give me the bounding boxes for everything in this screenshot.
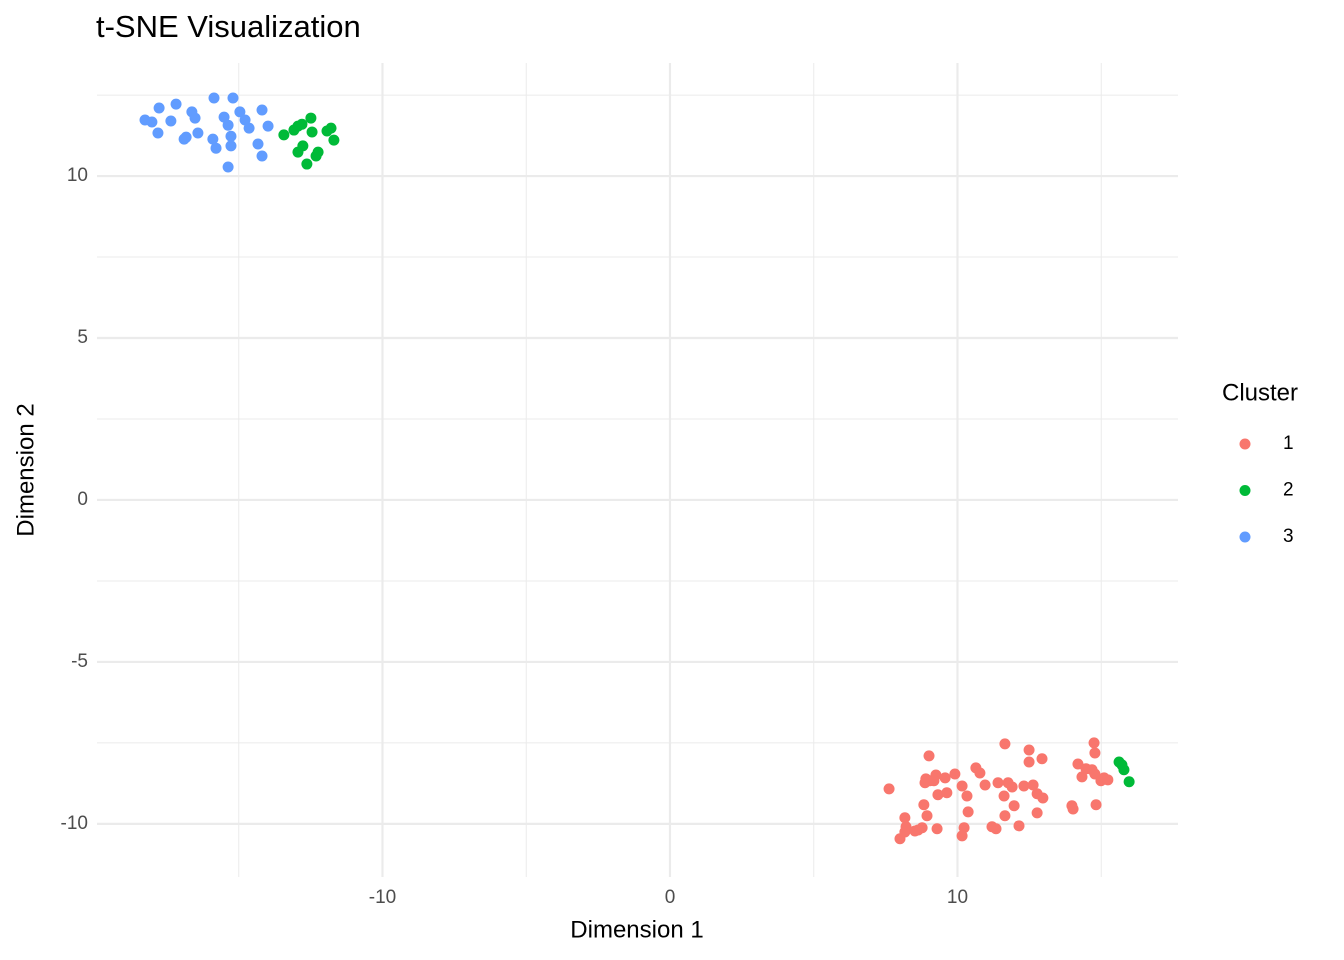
point	[992, 777, 1004, 789]
point	[278, 129, 290, 141]
point	[256, 104, 268, 116]
point	[1006, 781, 1018, 793]
y-tick-label: 0	[77, 489, 88, 510]
point	[974, 767, 986, 779]
point	[961, 790, 973, 802]
point	[931, 823, 943, 835]
y-tick-label: -5	[71, 651, 88, 672]
y-axis-title: Dimension 2	[12, 403, 39, 536]
y-tick-label: 10	[67, 165, 88, 186]
point	[306, 126, 318, 138]
point	[165, 115, 177, 127]
point	[962, 806, 974, 818]
point	[1036, 753, 1048, 765]
point	[1102, 774, 1114, 786]
point	[1023, 744, 1035, 756]
point	[243, 122, 255, 134]
point	[1013, 820, 1025, 832]
point	[921, 810, 933, 822]
point	[146, 116, 158, 128]
chart-title: t-SNE Visualization	[96, 9, 361, 44]
point	[1027, 779, 1039, 791]
point	[170, 98, 182, 110]
point	[210, 142, 222, 154]
point	[1088, 737, 1100, 749]
point	[207, 133, 219, 145]
point	[297, 140, 309, 152]
point	[305, 112, 317, 124]
point	[923, 750, 935, 762]
point	[1090, 799, 1102, 811]
y-tick-label: 5	[77, 327, 88, 348]
point	[189, 112, 201, 124]
point	[1123, 776, 1135, 788]
point	[1031, 807, 1043, 819]
point	[153, 102, 165, 114]
point	[225, 140, 237, 152]
point	[252, 138, 264, 150]
point	[956, 830, 968, 842]
point	[918, 799, 930, 811]
point	[222, 161, 234, 173]
x-axis-title: Dimension 1	[570, 916, 703, 943]
point	[916, 822, 928, 834]
point	[941, 787, 953, 799]
legend-label: 3	[1283, 526, 1294, 547]
point	[312, 146, 324, 158]
point	[979, 779, 991, 791]
point	[1089, 747, 1101, 759]
point	[192, 127, 204, 139]
point	[1118, 764, 1130, 776]
legend-marker	[1239, 438, 1251, 450]
legend-title: Cluster	[1222, 379, 1298, 406]
point	[208, 92, 220, 104]
point	[899, 826, 911, 838]
x-tick-label: 10	[947, 887, 968, 908]
legend-label: 2	[1283, 480, 1294, 501]
point	[301, 158, 313, 170]
legend-marker	[1239, 531, 1251, 543]
point	[998, 790, 1010, 802]
point	[932, 789, 944, 801]
point	[152, 127, 164, 139]
point	[883, 783, 895, 795]
point	[180, 131, 192, 143]
point	[928, 775, 940, 787]
point	[899, 812, 911, 824]
point	[225, 130, 237, 142]
x-tick-label: -10	[369, 887, 396, 908]
point	[222, 119, 234, 131]
point	[990, 823, 1002, 835]
point	[1008, 800, 1020, 812]
point	[328, 134, 340, 146]
point	[256, 150, 268, 162]
legend-marker	[1239, 485, 1251, 496]
y-tick-label: -10	[61, 813, 88, 834]
legend-label: 1	[1283, 433, 1294, 454]
point	[234, 106, 246, 118]
point	[939, 772, 951, 784]
point	[949, 768, 961, 780]
point	[1037, 792, 1049, 804]
point	[1072, 758, 1084, 770]
point	[296, 118, 308, 130]
point	[325, 122, 337, 134]
point	[956, 780, 968, 792]
point	[1023, 756, 1035, 768]
point	[1067, 803, 1079, 815]
point	[227, 92, 239, 104]
point	[262, 120, 274, 132]
point	[999, 738, 1011, 750]
point	[999, 810, 1011, 822]
x-tick-label: 0	[665, 887, 676, 908]
point	[1018, 780, 1030, 792]
